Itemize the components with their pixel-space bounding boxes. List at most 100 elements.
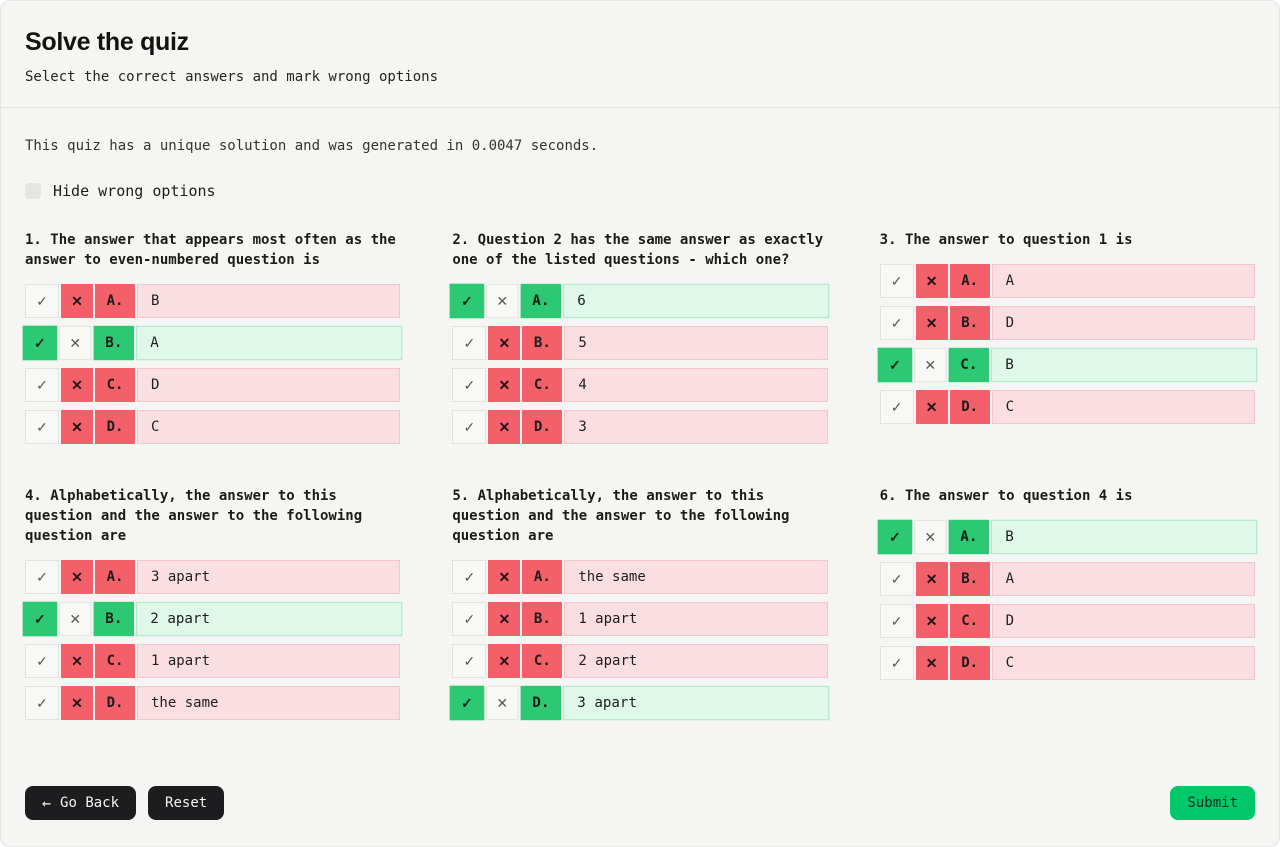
mark-correct-button[interactable]: ✓ (452, 602, 487, 636)
main-content: This quiz has a unique solution and was … (1, 138, 1279, 721)
mark-correct-button[interactable]: ✓ (452, 644, 487, 678)
option-text: A (136, 325, 403, 361)
check-icon: ✓ (890, 399, 903, 415)
option-letter-badge: B. (522, 602, 563, 636)
check-icon: ✓ (463, 611, 476, 627)
cross-icon: ✕ (925, 655, 938, 671)
reset-button[interactable]: Reset (148, 786, 225, 820)
option-row: ✓ ✕ B. D (879, 306, 1255, 340)
mark-correct-button[interactable]: ✓ (879, 604, 914, 638)
mark-wrong-button[interactable]: ✕ (915, 604, 948, 638)
page-title: Solve the quiz (25, 28, 189, 56)
mark-correct-button[interactable]: ✓ (877, 519, 912, 555)
mark-correct-button[interactable]: ✓ (879, 562, 914, 596)
mark-correct-button[interactable]: ✓ (879, 264, 914, 298)
check-icon: ✓ (461, 694, 474, 712)
option-letter-badge: A. (948, 519, 989, 555)
check-icon: ✓ (890, 571, 903, 587)
mark-correct-button[interactable]: ✓ (452, 326, 487, 360)
mark-wrong-button[interactable]: ✕ (915, 390, 948, 424)
mark-correct-button[interactable]: ✓ (452, 368, 487, 402)
reset-label: Reset (165, 795, 208, 811)
cross-icon: ✕ (925, 571, 938, 587)
mark-correct-button[interactable]: ✓ (25, 560, 59, 594)
page-header: Solve the quiz Select the correct answer… (1, 1, 1279, 108)
mark-wrong-button[interactable]: ✕ (61, 368, 93, 402)
question-block-4: 4. Alphabetically, the answer to this qu… (22, 486, 403, 720)
go-back-button[interactable]: ← Go Back (25, 786, 137, 820)
option-row: ✓ ✕ D. 3 (452, 410, 828, 444)
mark-correct-button[interactable]: ✓ (22, 601, 58, 637)
mark-correct-button[interactable]: ✓ (450, 685, 485, 721)
question-title: 1. The answer that appears most often as… (25, 232, 396, 268)
mark-wrong-button[interactable]: ✕ (488, 602, 521, 636)
mark-correct-button[interactable]: ✓ (877, 347, 912, 383)
mark-wrong-button[interactable]: ✕ (61, 560, 93, 594)
mark-wrong-button[interactable]: ✕ (913, 347, 947, 383)
mark-wrong-button[interactable]: ✕ (61, 644, 93, 678)
option-letter-badge: C. (95, 368, 135, 402)
hide-wrong-options-checkbox[interactable] (25, 183, 41, 199)
mark-wrong-button[interactable]: ✕ (915, 306, 948, 340)
mark-wrong-button[interactable]: ✕ (488, 560, 521, 594)
option-letter-badge: D. (949, 646, 990, 680)
cross-icon: ✕ (498, 335, 511, 351)
questions-grid: 1. The answer that appears most often as… (22, 230, 1258, 721)
mark-correct-button[interactable]: ✓ (452, 560, 487, 594)
check-icon: ✓ (890, 315, 903, 331)
mark-wrong-button[interactable]: ✕ (61, 686, 93, 720)
option-row: ✓ ✕ A. B (877, 519, 1258, 555)
mark-correct-button[interactable]: ✓ (25, 284, 59, 318)
option-row: ✓ ✕ D. C (879, 646, 1255, 680)
option-text: C (137, 410, 401, 444)
mark-correct-button[interactable]: ✓ (879, 646, 914, 680)
mark-correct-button[interactable]: ✓ (25, 644, 59, 678)
mark-wrong-button[interactable]: ✕ (913, 519, 947, 555)
mark-wrong-button[interactable]: ✕ (915, 562, 948, 596)
mark-wrong-button[interactable]: ✕ (488, 644, 521, 678)
mark-correct-button[interactable]: ✓ (25, 410, 59, 444)
mark-wrong-button[interactable]: ✕ (61, 284, 93, 318)
mark-correct-button[interactable]: ✓ (879, 306, 914, 340)
question-block-1: 1. The answer that appears most often as… (22, 230, 403, 444)
check-icon: ✓ (461, 292, 474, 310)
question-block-6: 6. The answer to question 4 is ✓ ✕ A. B … (877, 486, 1258, 680)
mark-wrong-button[interactable]: ✕ (486, 283, 519, 319)
mark-wrong-button[interactable]: ✕ (488, 410, 521, 444)
mark-correct-button[interactable]: ✓ (25, 368, 59, 402)
mark-wrong-button[interactable]: ✕ (59, 601, 92, 637)
option-letter-badge: A. (95, 560, 135, 594)
check-icon: ✓ (36, 293, 48, 309)
check-icon: ✓ (36, 419, 48, 435)
check-icon: ✓ (463, 569, 476, 585)
option-text: B (137, 284, 401, 318)
question-title: 4. Alphabetically, the answer to this qu… (25, 488, 363, 544)
cross-icon: ✕ (69, 334, 82, 352)
option-row: ✓ ✕ A. A (879, 264, 1255, 298)
option-text: 3 apart (137, 560, 401, 594)
mark-wrong-button[interactable]: ✕ (488, 368, 521, 402)
mark-wrong-button[interactable]: ✕ (915, 264, 948, 298)
check-icon: ✓ (36, 569, 48, 585)
mark-wrong-button[interactable]: ✕ (59, 325, 92, 361)
option-text: 1 apart (564, 602, 828, 636)
mark-correct-button[interactable]: ✓ (452, 410, 487, 444)
option-row: ✓ ✕ B. 2 apart (22, 601, 403, 637)
mark-wrong-button[interactable]: ✕ (915, 646, 948, 680)
mark-wrong-button[interactable]: ✕ (486, 685, 519, 721)
options-list: ✓ ✕ A. B ✓ ✕ B. A ✓ ✕ C. (22, 284, 403, 444)
mark-correct-button[interactable]: ✓ (879, 390, 914, 424)
mark-correct-button[interactable]: ✓ (450, 283, 485, 319)
cross-icon: ✕ (71, 419, 83, 435)
check-icon: ✓ (890, 273, 903, 289)
question-block-3: 3. The answer to question 1 is ✓ ✕ A. A … (877, 230, 1258, 424)
submit-button[interactable]: Submit (1170, 786, 1255, 820)
mark-wrong-button[interactable]: ✕ (61, 410, 93, 444)
cross-icon: ✕ (498, 377, 511, 393)
mark-correct-button[interactable]: ✓ (25, 686, 59, 720)
option-row: ✓ ✕ D. the same (25, 686, 401, 720)
mark-correct-button[interactable]: ✓ (22, 325, 58, 361)
option-text: D (991, 306, 1255, 340)
check-icon: ✓ (890, 613, 903, 629)
mark-wrong-button[interactable]: ✕ (488, 326, 521, 360)
